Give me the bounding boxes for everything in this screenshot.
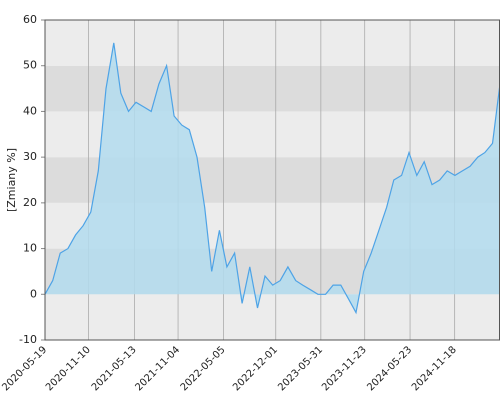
x-tick-label: 2021-05-13 [90, 344, 139, 393]
y-tick-label: 40 [23, 104, 37, 117]
x-tick-label: 2023-11-23 [320, 344, 369, 393]
y-tick-label: 20 [23, 196, 37, 209]
x-tick-label: 2020-05-19 [0, 344, 49, 393]
x-tick-label: 2022-12-01 [231, 344, 280, 393]
y-tick-label: 0 [30, 287, 37, 300]
x-tick-label: 2021-11-04 [133, 344, 182, 393]
x-tick-label: 2024-05-23 [365, 344, 414, 393]
line [44, 42, 500, 315]
y-tick-label: 10 [23, 242, 37, 255]
background-band [45, 20, 500, 66]
x-tick-label: 2024-11-18 [410, 344, 459, 393]
x-tick-label: 2020-11-10 [44, 344, 93, 393]
x-tick-label: 2022-05-05 [179, 344, 228, 393]
background-band [45, 294, 500, 340]
y-tick-label: 30 [23, 150, 37, 163]
y-tick-label: 50 [23, 59, 37, 72]
y-tick-label: 60 [23, 13, 37, 26]
area-fill [45, 42, 500, 313]
y-tick-label: -10 [19, 333, 37, 346]
y-axis-label: [Zmiany %] [5, 148, 18, 212]
x-tick-label: 2023-05-31 [276, 344, 325, 393]
